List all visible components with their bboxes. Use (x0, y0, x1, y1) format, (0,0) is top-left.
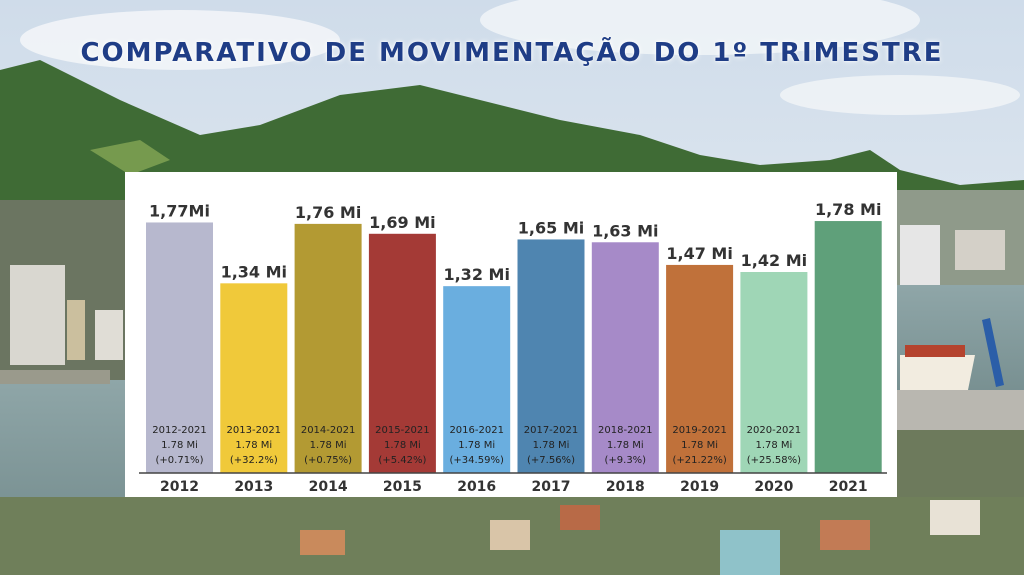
bar (740, 272, 808, 473)
x-tick-label: 2012 (160, 479, 199, 495)
x-tick-label: 2021 (829, 479, 868, 495)
bar (368, 233, 436, 473)
bar-annotation: 1.78 Mi (607, 440, 644, 451)
bar-annotation: 1.78 Mi (235, 440, 272, 451)
bar-annotation: 1.78 Mi (533, 440, 570, 451)
bar-annotation: (+7.56%) (527, 455, 575, 466)
bar-annotation: 1.78 Mi (458, 440, 495, 451)
bar-annotation: 2014-2021 (301, 425, 356, 436)
bar-annotation: 2013-2021 (227, 425, 282, 436)
bar-value-label: 1,76 Mi (295, 203, 361, 222)
bar-annotation: (+0.71%) (156, 455, 204, 466)
bar (294, 223, 362, 473)
bar-value-label: 1,47 Mi (666, 244, 732, 263)
bar-annotation: 2020-2021 (747, 425, 802, 436)
x-tick-label: 2018 (606, 479, 645, 495)
bar-annotation: (+5.42%) (378, 455, 426, 466)
bar (517, 239, 585, 473)
bar-annotation: 1.78 Mi (310, 440, 347, 451)
bar-value-label: 1,42 Mi (741, 251, 807, 270)
bar-annotation: (+9.3%) (605, 455, 647, 466)
bar-annotation: 2012-2021 (152, 425, 207, 436)
bar-annotation: (+25.58%) (747, 455, 801, 466)
bar-value-label: 1,34 Mi (221, 262, 287, 281)
bar-annotation: 2019-2021 (672, 425, 727, 436)
bar-annotation: 2016-2021 (449, 425, 504, 436)
x-tick-label: 2017 (532, 479, 571, 495)
bar (443, 286, 511, 473)
x-tick-label: 2013 (234, 479, 273, 495)
bar-annotation: (+21.22%) (672, 455, 726, 466)
bar (814, 221, 882, 473)
bar-value-label: 1,77Mi (149, 201, 210, 220)
bar-annotation: 2018-2021 (598, 425, 653, 436)
bar-chart: 1,77Mi 2012-2021 1.78 Mi (+0.71%) 2012 1,34 M… (139, 200, 887, 495)
x-tick-label: 2016 (457, 479, 496, 495)
chart-panel: 1,77Mi 2012-2021 1.78 Mi (+0.71%) 2012 1,34 M… (125, 172, 897, 497)
x-tick-label: 2015 (383, 479, 422, 495)
bar-value-label: 1,65 Mi (518, 218, 584, 237)
page-title: COMPARATIVO DE MOVIMENTAÇÃO DO 1º TRIMES… (80, 38, 944, 68)
bar-annotation: (+32.2%) (230, 455, 278, 466)
x-tick-label: 2019 (680, 479, 719, 495)
bar (591, 242, 659, 473)
bar-annotation: 1.78 Mi (161, 440, 198, 451)
bar-value-label: 1,32 Mi (443, 265, 509, 284)
bar (220, 283, 288, 473)
bar-annotation: 2017-2021 (524, 425, 579, 436)
bar-annotation: 1.78 Mi (755, 440, 792, 451)
bar-annotation: (+0.75%) (304, 455, 352, 466)
bar-value-label: 1,63 Mi (592, 221, 658, 240)
bar-value-label: 1,69 Mi (369, 213, 435, 232)
bar-annotation: (+34.59%) (450, 455, 504, 466)
bar-annotation: 1.78 Mi (384, 440, 421, 451)
x-tick-label: 2014 (309, 479, 348, 495)
bar-annotation: 2015-2021 (375, 425, 430, 436)
bar (666, 264, 734, 473)
bar (146, 222, 213, 473)
x-tick-label: 2020 (754, 479, 793, 495)
bar-annotation: 1.78 Mi (681, 440, 718, 451)
bar-value-label: 1,78 Mi (815, 200, 881, 219)
